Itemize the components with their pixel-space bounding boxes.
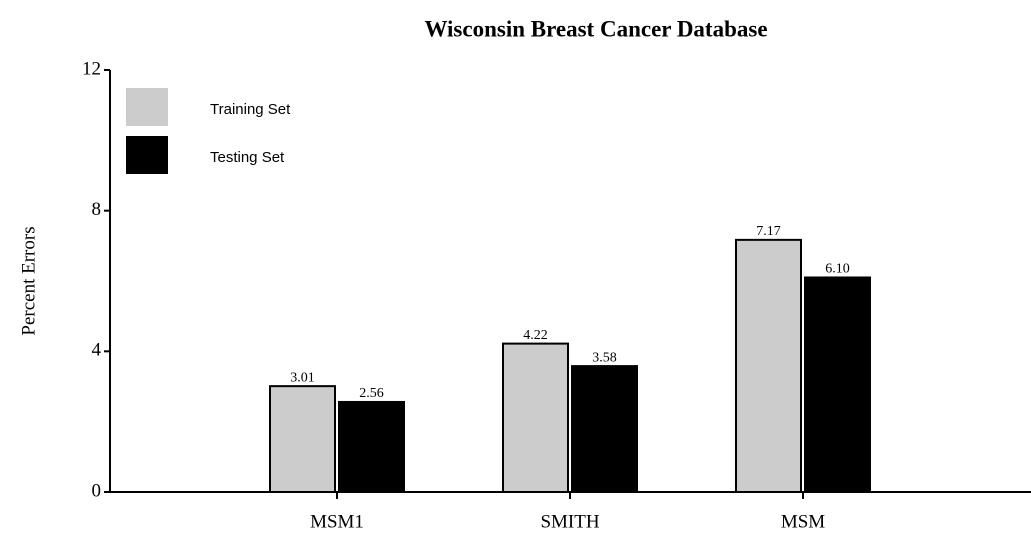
legend-swatch [126,136,168,174]
value-label: 4.22 [523,328,548,343]
x-tick-label: MSM [781,511,825,532]
bar [269,385,336,494]
y-tick-label: 12 [82,58,101,79]
value-label: 6.10 [825,262,850,277]
value-label: 3.01 [290,370,315,385]
value-label: 3.58 [592,350,617,365]
bar [338,400,405,493]
bar [502,342,569,494]
value-label: 7.17 [756,224,781,239]
y-tick-label: 0 [92,480,102,501]
legend-label: Testing Set [210,149,285,166]
x-tick-label: SMITH [540,511,599,532]
y-axis-label: Percent Errors [18,226,39,335]
bar [571,365,638,493]
legend-label: Training Set [210,101,291,118]
value-label: 2.56 [359,386,384,401]
y-tick-label: 4 [92,340,102,361]
bar [735,238,802,493]
y-tick-label: 8 [92,199,102,220]
x-tick-label: MSM1 [310,511,364,532]
chart-title: Wisconsin Breast Cancer Database [424,16,767,41]
bar [804,276,871,493]
legend-swatch [126,88,168,126]
